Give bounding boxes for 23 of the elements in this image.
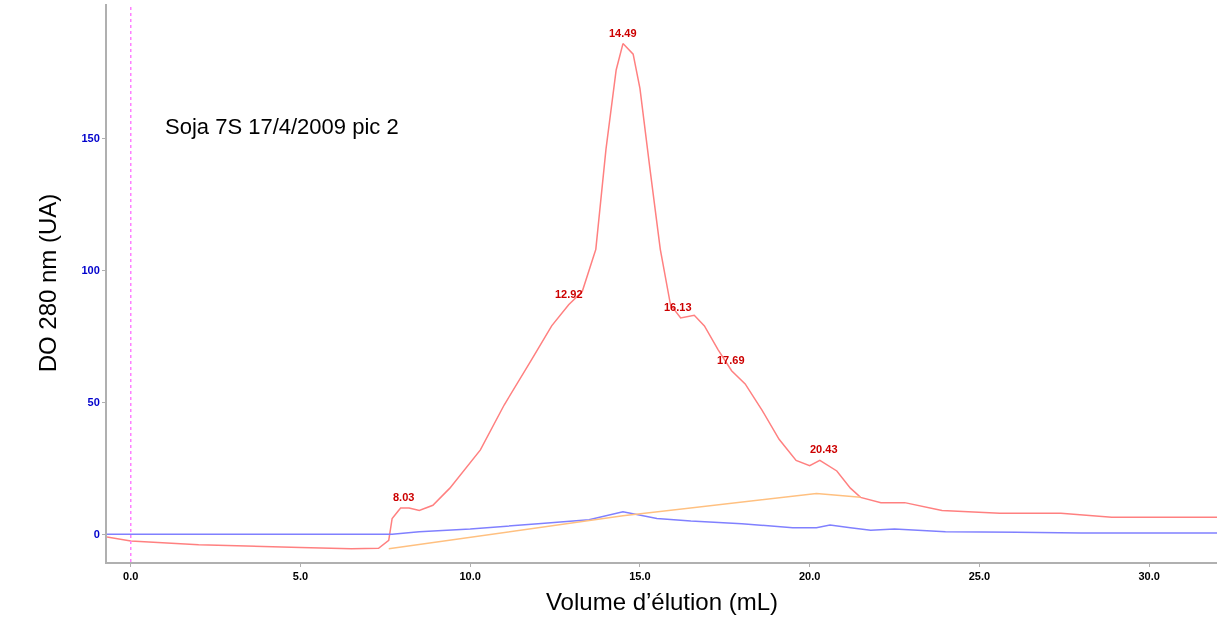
annotation: 17.69 xyxy=(717,354,745,366)
annotation: Soja 7S 17/4/2009 pic 2 xyxy=(165,114,399,139)
x-tick-label: 0.0 xyxy=(123,570,139,583)
y-tick-label: 50 xyxy=(87,396,100,409)
line-series xyxy=(387,492,862,550)
x-tick-label: 15.0 xyxy=(629,570,651,583)
annotation: 20.43 xyxy=(810,443,838,455)
line-series xyxy=(107,42,1217,550)
y-tick-label: 100 xyxy=(81,264,100,277)
x-tick-label: 20.0 xyxy=(798,570,821,583)
annotation: 16.13 xyxy=(664,301,692,313)
x-tick-label: 30.0 xyxy=(1138,570,1160,583)
annotation: 12.92 xyxy=(555,288,583,300)
y-tick-label: 0 xyxy=(93,528,100,541)
y-tick-label: 150 xyxy=(81,132,100,145)
line-series xyxy=(107,511,1217,536)
y-axis-title: DO 280 nm (UA) xyxy=(34,193,62,373)
x-tick-label: 5.0 xyxy=(292,570,309,583)
x-tick-label: 10.0 xyxy=(459,570,481,583)
x-axis-title: Volume d’élution (mL) xyxy=(545,588,779,615)
x-tick-label: 25.0 xyxy=(968,570,991,583)
annotation: 14.49 xyxy=(609,27,637,39)
annotation: 8.03 xyxy=(393,491,415,503)
